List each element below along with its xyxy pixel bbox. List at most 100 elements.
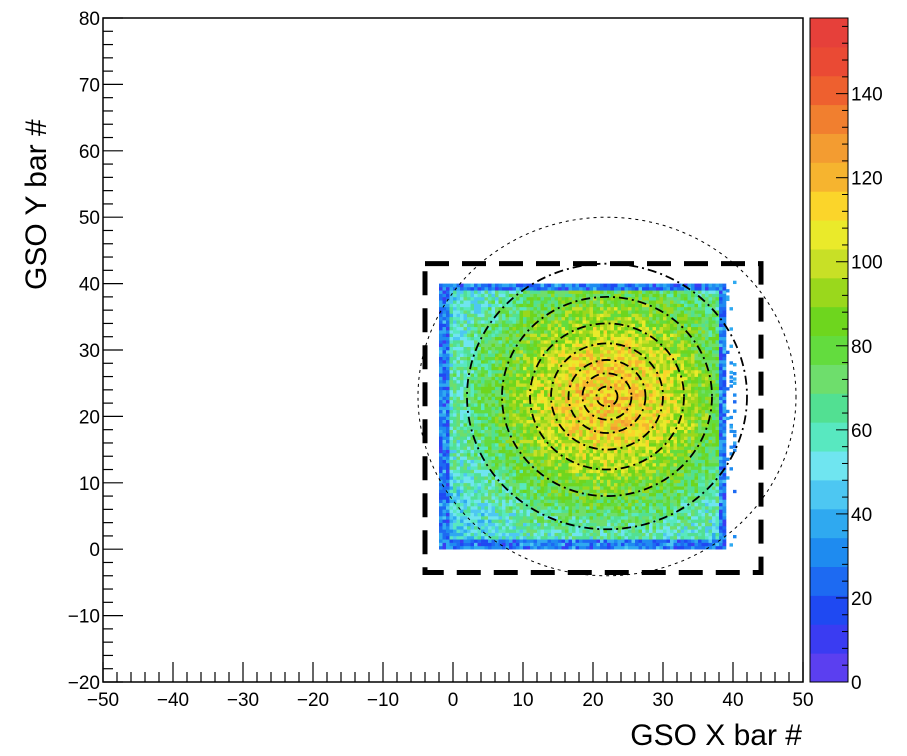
heatmap-cell xyxy=(610,359,615,364)
heatmap-cell xyxy=(558,376,562,381)
heatmap-cell xyxy=(516,350,520,354)
heatmap-cell xyxy=(460,330,464,334)
heatmap-cell xyxy=(656,446,660,450)
heatmap-cell xyxy=(628,542,632,547)
heatmap-cell xyxy=(631,300,636,304)
heatmap-cell xyxy=(547,545,552,550)
heatmap-cell xyxy=(610,383,615,387)
heatmap-cell xyxy=(449,413,454,417)
heatmap-cell xyxy=(642,535,646,540)
heatmap-cell xyxy=(519,449,524,454)
heatmap-cell xyxy=(456,366,461,371)
heatmap-cell xyxy=(477,492,482,497)
heatmap-cell xyxy=(596,532,601,537)
heatmap-cell xyxy=(558,283,562,288)
heatmap-cell xyxy=(568,330,573,334)
heatmap-cell xyxy=(603,512,608,517)
heatmap-cell xyxy=(603,316,608,321)
heatmap-cell xyxy=(526,399,531,404)
heatmap-cell xyxy=(516,333,520,338)
heatmap-cell xyxy=(558,516,562,520)
heatmap-cell xyxy=(565,542,569,547)
heatmap-cell xyxy=(477,419,482,424)
heatmap-cell xyxy=(439,456,443,460)
heatmap-cell xyxy=(652,469,657,474)
heatmap-cell xyxy=(547,529,552,533)
heatmap-cell xyxy=(579,366,583,371)
heatmap-cell xyxy=(607,476,611,480)
heatmap-cell xyxy=(495,419,499,424)
heatmap-cell xyxy=(649,346,653,351)
heatmap-cell xyxy=(470,519,475,523)
heatmap-cell xyxy=(561,466,566,470)
heatmap-cell xyxy=(586,499,590,504)
heatmap-cell xyxy=(533,469,538,474)
heatmap-cell xyxy=(652,340,657,344)
heatmap-cell xyxy=(610,326,615,331)
heatmap-cell xyxy=(540,363,545,367)
heatmap-cell xyxy=(579,369,583,374)
heatmap-cell xyxy=(526,545,531,550)
heatmap-cell xyxy=(442,323,447,328)
heatmap-cell xyxy=(547,343,552,347)
heatmap-cell xyxy=(509,539,513,543)
heatmap-cell xyxy=(456,442,461,447)
heatmap-cell xyxy=(481,489,485,494)
heatmap-cell xyxy=(554,522,559,527)
heatmap-cell xyxy=(593,516,597,520)
heatmap-cell xyxy=(537,306,541,311)
heatmap-cell xyxy=(519,519,524,523)
heatmap-cell xyxy=(537,409,541,414)
heatmap-cell xyxy=(600,476,604,480)
heatmap-cell xyxy=(610,330,615,334)
heatmap-cell xyxy=(449,476,454,480)
heatmap-cell xyxy=(600,512,604,517)
heatmap-cell xyxy=(544,396,548,401)
heatmap-cell xyxy=(463,472,468,477)
heatmap-cell xyxy=(439,386,443,391)
heatmap-cell xyxy=(442,469,447,474)
heatmap-cell xyxy=(477,326,482,331)
heatmap-cell xyxy=(645,353,650,357)
heatmap-cell xyxy=(603,356,608,361)
heatmap-cell xyxy=(526,489,531,494)
heatmap-cell xyxy=(656,542,660,547)
heatmap-cell xyxy=(547,439,552,444)
heatmap-cell xyxy=(642,376,646,381)
heatmap-cell xyxy=(505,369,510,374)
heatmap-cell xyxy=(621,429,625,434)
heatmap-cell xyxy=(523,290,527,294)
heatmap-cell xyxy=(456,516,461,520)
heatmap-cell xyxy=(530,469,534,474)
heatmap-cell xyxy=(600,489,604,494)
heatmap-cell xyxy=(579,290,583,294)
heatmap-cell xyxy=(603,416,608,421)
heatmap-cell xyxy=(484,469,489,474)
heatmap-cell xyxy=(488,393,492,397)
heatmap-cell xyxy=(442,313,447,318)
heatmap-cell xyxy=(544,466,548,470)
heatmap-cell xyxy=(530,519,534,523)
heatmap-cell xyxy=(568,396,573,401)
heatmap-cell xyxy=(481,442,485,447)
heatmap-cell xyxy=(607,519,611,523)
heatmap-cell xyxy=(498,330,503,334)
heatmap-cell xyxy=(544,413,548,417)
heatmap-cell xyxy=(488,532,492,537)
heatmap-cell xyxy=(456,479,461,484)
heatmap-cell xyxy=(610,525,615,530)
heatmap-cell xyxy=(635,456,639,460)
heatmap-cell xyxy=(509,386,513,391)
heatmap-cell xyxy=(593,296,597,301)
heatmap-cell xyxy=(607,419,611,424)
heatmap-cell xyxy=(519,442,524,447)
heatmap-cell xyxy=(638,396,643,401)
heatmap-cell xyxy=(561,399,566,404)
heatmap-cell xyxy=(652,300,657,304)
heatmap-cell xyxy=(505,545,510,550)
heatmap-cell xyxy=(456,373,461,377)
heatmap-cell xyxy=(593,512,597,517)
heatmap-cell xyxy=(652,413,657,417)
heatmap-cell xyxy=(488,512,492,517)
heatmap-cell xyxy=(512,476,517,480)
